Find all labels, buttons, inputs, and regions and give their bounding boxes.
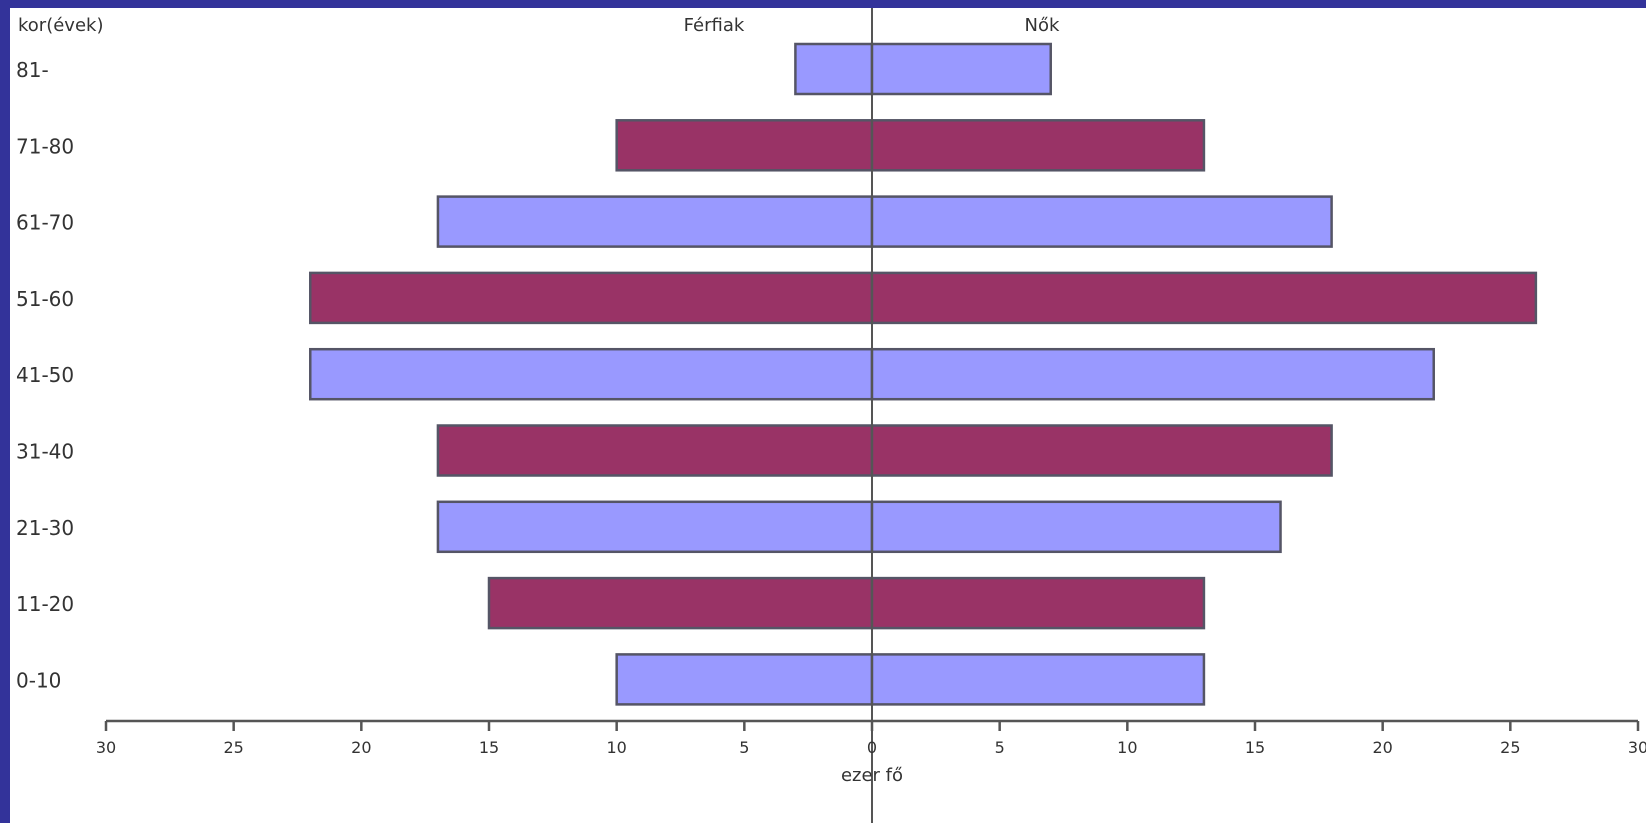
- bar-men-21-30: [436, 500, 874, 554]
- age-label-21-30: 21-30: [16, 516, 74, 540]
- age-label-31-40: 31-40: [16, 440, 74, 464]
- bar-men-51-60: [309, 271, 874, 325]
- x-tick-label: 5: [995, 738, 1005, 757]
- x-tick-label: 25: [223, 738, 243, 757]
- age-labels-group: 81- 71-80 61-70 51-60 41-50 31-40 21-30 11-20 0-…: [16, 58, 74, 692]
- x-axis-label: ezer fő: [841, 765, 903, 786]
- x-axis: 30 25 20 15 10 5 0 5 10 15 20 25 30: [96, 719, 1646, 757]
- age-label-0-10: 0-10: [16, 668, 61, 692]
- bar-men-61-70: [436, 195, 874, 248]
- chart-frame: 81- 71-80 61-70 51-60 41-50 31-40 21-30 11-20 0-…: [10, 8, 1646, 823]
- age-label-11-20: 11-20: [16, 592, 74, 616]
- bar-women-21-30: [870, 500, 1282, 554]
- x-tick-label: 10: [606, 738, 626, 757]
- x-tick-label: 20: [1372, 738, 1392, 757]
- age-label-71-80: 71-80: [16, 134, 74, 158]
- bar-men-0-10: [615, 653, 874, 706]
- x-tick-label: 30: [1628, 738, 1646, 757]
- x-tick-label: 10: [1117, 738, 1137, 757]
- x-tick-label: 20: [351, 738, 371, 757]
- age-label-41-50: 41-50: [16, 363, 74, 387]
- y-axis-label: kor(évek): [18, 15, 103, 36]
- bar-women-41-50: [870, 347, 1435, 401]
- population-pyramid-chart: 81- 71-80 61-70 51-60 41-50 31-40 21-30 11-20 0-…: [16, 8, 1646, 823]
- age-label-61-70: 61-70: [16, 211, 74, 235]
- bar-men-31-40: [436, 424, 874, 477]
- age-label-51-60: 51-60: [16, 287, 74, 311]
- x-tick-label: 15: [479, 738, 499, 757]
- bar-men-41-50: [309, 347, 874, 401]
- x-tick-label: 15: [1245, 738, 1265, 757]
- bar-women-31-40: [870, 424, 1333, 477]
- bar-women-71-80: [870, 119, 1206, 172]
- bar-women-0-10: [870, 653, 1206, 706]
- bar-men-71-80: [615, 119, 874, 172]
- bar-men-81: [794, 42, 874, 96]
- x-tick-label: 5: [739, 738, 749, 757]
- x-tick-label: 30: [96, 738, 116, 757]
- right-header-women: Nők: [1025, 15, 1060, 36]
- x-tick-label: 0: [867, 738, 877, 757]
- bar-women-51-60: [870, 271, 1538, 325]
- x-tick-label: 25: [1500, 738, 1520, 757]
- bar-women-11-20: [870, 576, 1206, 630]
- bars-group: [309, 42, 1538, 706]
- age-label-81: 81-: [16, 58, 49, 82]
- bar-men-11-20: [487, 576, 874, 630]
- bar-women-61-70: [870, 195, 1333, 248]
- bar-women-81: [870, 42, 1052, 96]
- left-header-men: Férfiak: [684, 15, 745, 36]
